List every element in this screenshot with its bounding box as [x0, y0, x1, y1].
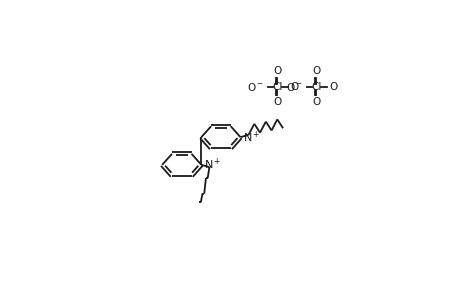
- Text: Cl: Cl: [311, 82, 322, 91]
- Text: O$^-$: O$^-$: [247, 80, 264, 92]
- Text: N$^+$: N$^+$: [243, 129, 260, 145]
- Text: O: O: [312, 97, 321, 107]
- Text: O: O: [273, 66, 282, 76]
- Text: O$^-$: O$^-$: [286, 80, 303, 92]
- Text: N$^+$: N$^+$: [204, 157, 221, 173]
- Text: O: O: [330, 82, 338, 91]
- Text: O: O: [290, 82, 299, 91]
- Text: Cl: Cl: [272, 82, 283, 91]
- Text: O: O: [273, 97, 282, 107]
- Text: O: O: [312, 66, 321, 76]
